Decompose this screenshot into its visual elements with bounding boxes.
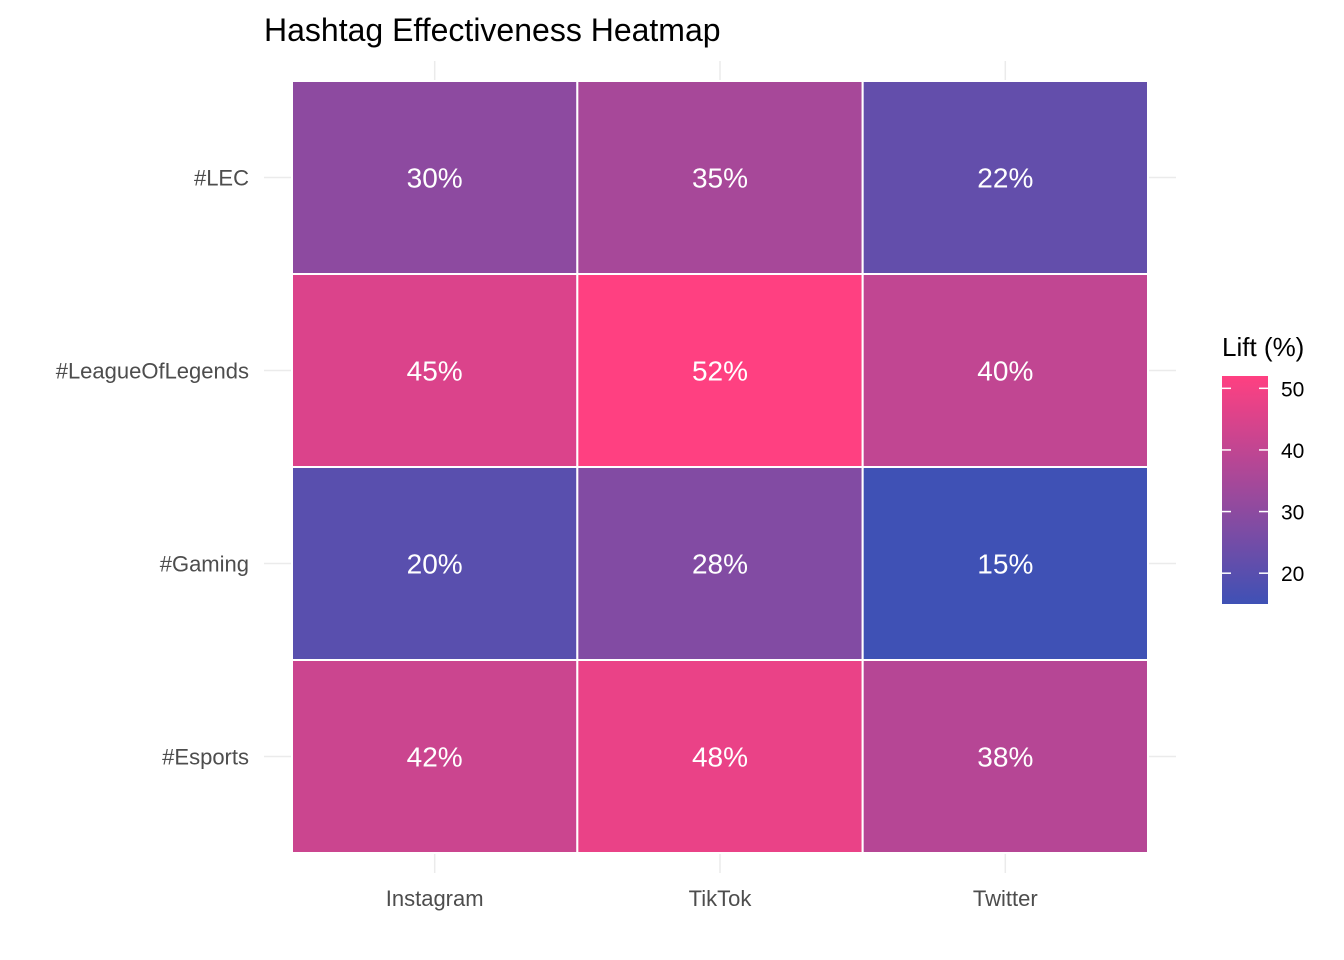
y-tick-label: #Esports xyxy=(162,745,249,770)
cell-value-label: 42% xyxy=(407,742,463,773)
legend-tick-label: 50 xyxy=(1281,378,1304,401)
y-tick-label: #LEC xyxy=(194,166,249,191)
cell-value-label: 38% xyxy=(977,742,1033,773)
x-tick-label: Instagram xyxy=(386,886,484,911)
heatmap-cell xyxy=(861,659,1150,854)
legend-title: Lift (%) xyxy=(1222,332,1304,362)
cell-labels: 30% 35% 22% 45% 52% 40% 20% 28% 15% 42% 48% 38% xyxy=(407,163,1034,773)
legend-ticks: 20 30 40 50 xyxy=(1222,378,1304,586)
chart-title: Hashtag Effectiveness Heatmap xyxy=(264,12,721,48)
cell-value-label: 20% xyxy=(407,549,463,580)
x-tick-label: TikTok xyxy=(689,886,753,911)
heatmap-cell xyxy=(861,80,1150,275)
heatmap-cell xyxy=(291,466,579,661)
legend-tick-label: 40 xyxy=(1281,440,1304,463)
cell-value-label: 52% xyxy=(692,356,748,387)
y-tick-label: #Gaming xyxy=(160,552,249,577)
heatmap-cell xyxy=(576,466,864,661)
cell-value-label: 28% xyxy=(692,549,748,580)
color-legend: Lift (%) 20 30 40 50 xyxy=(1222,332,1304,604)
legend-colorbar xyxy=(1222,376,1268,604)
cell-value-label: 48% xyxy=(692,742,748,773)
cell-value-label: 30% xyxy=(407,163,463,194)
x-tick-label: Twitter xyxy=(973,886,1038,911)
cell-value-label: 15% xyxy=(977,549,1033,580)
heatmap-cell xyxy=(861,273,1150,468)
heatmap-cell xyxy=(576,659,864,854)
x-axis: Instagram TikTok Twitter xyxy=(386,886,1038,911)
heatmap-cell xyxy=(291,273,579,468)
heatmap-cell xyxy=(576,273,864,468)
heatmap-cell xyxy=(861,466,1150,661)
heatmap-cells xyxy=(291,80,1150,854)
legend-tick-label: 20 xyxy=(1281,563,1304,586)
cell-value-label: 45% xyxy=(407,356,463,387)
heatmap-cell xyxy=(576,80,864,275)
legend-tick-label: 30 xyxy=(1281,502,1304,525)
cell-value-label: 40% xyxy=(977,356,1033,387)
heatmap-cell xyxy=(291,659,579,854)
y-tick-label: #LeagueOfLegends xyxy=(56,359,249,384)
y-axis: #LEC #LeagueOfLegends #Gaming #Esports xyxy=(56,166,249,770)
cell-value-label: 35% xyxy=(692,163,748,194)
cell-value-label: 22% xyxy=(977,163,1033,194)
